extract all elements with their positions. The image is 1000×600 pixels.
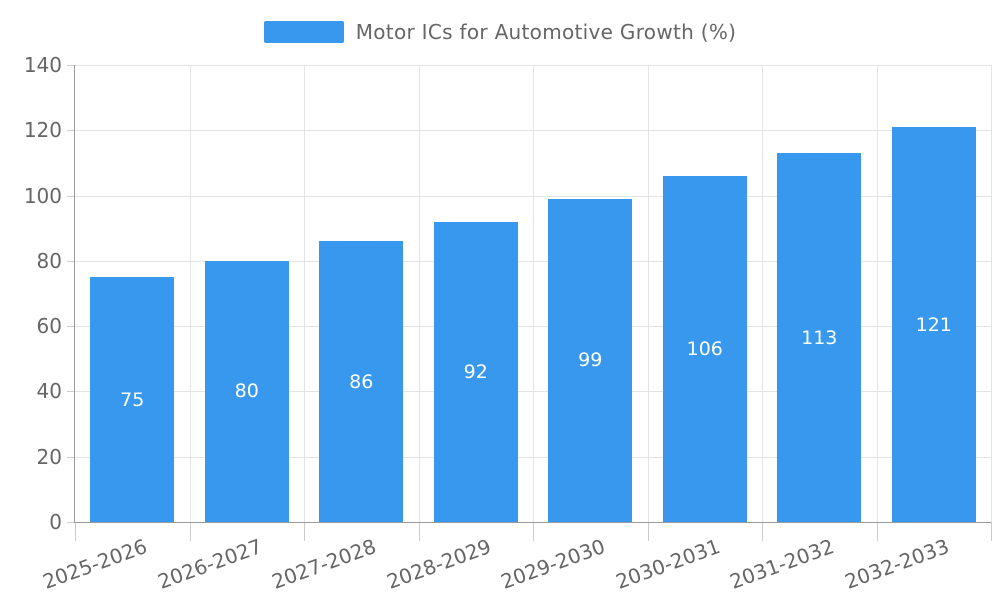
- x-axis-tick: [991, 522, 992, 541]
- y-axis-tick: [67, 522, 75, 523]
- y-axis-label: 140: [23, 53, 62, 77]
- chart-legend[interactable]: Motor ICs for Automotive Growth (%): [0, 21, 1000, 43]
- x-gridline: [304, 65, 305, 522]
- x-axis-line: [74, 522, 991, 523]
- bar-value-label: 92: [463, 360, 488, 383]
- bar-value-label: 86: [349, 370, 374, 393]
- bar-value-label: 106: [686, 337, 723, 360]
- x-axis-label-anchor: 2026-2027: [17, 534, 265, 594]
- legend-label[interactable]: Motor ICs for Automotive Growth (%): [355, 20, 737, 44]
- x-gridline: [762, 65, 763, 522]
- bar-value-label: 113: [801, 326, 838, 349]
- x-axis-label-anchor: 2025-2026: [0, 534, 151, 594]
- x-axis-tick: [189, 522, 191, 541]
- y-axis-tick: [67, 456, 75, 458]
- x-axis-tick: [75, 522, 76, 541]
- x-axis-tick: [418, 522, 420, 541]
- x-axis-tick: [647, 522, 649, 541]
- bar-value-label: 75: [120, 388, 145, 411]
- x-axis-label: 2027-2028: [268, 534, 380, 594]
- bar-value-label: 80: [234, 380, 259, 403]
- x-gridline: [876, 65, 878, 522]
- x-axis-label: 2025-2026: [39, 534, 151, 594]
- x-axis-label: 2030-2031: [612, 534, 723, 594]
- bar[interactable]: 86: [319, 241, 404, 522]
- x-gridline: [189, 65, 191, 522]
- x-gridline: [991, 65, 992, 522]
- x-axis-label: 2031-2032: [726, 534, 838, 594]
- x-gridline: [418, 65, 420, 522]
- y-axis-label: 60: [36, 314, 62, 339]
- y-axis-label: 100: [23, 183, 62, 208]
- legend-swatch[interactable]: [263, 21, 344, 43]
- bar[interactable]: 106: [662, 175, 747, 522]
- bar[interactable]: 99: [548, 198, 633, 522]
- y-axis-line: [74, 65, 75, 523]
- y-axis-tick: [67, 65, 75, 66]
- x-axis-label-anchor: 2030-2031: [475, 534, 723, 594]
- y-axis-label: 20: [36, 444, 62, 469]
- x-axis-tick: [762, 522, 763, 541]
- bar[interactable]: 75: [90, 277, 175, 522]
- x-axis-label-anchor: 2027-2028: [131, 534, 380, 594]
- y-axis-tick: [67, 260, 75, 262]
- bar[interactable]: 92: [433, 221, 518, 522]
- y-axis-label: 80: [36, 248, 62, 273]
- x-axis-label-anchor: 2029-2030: [360, 534, 609, 594]
- bar-value-label: 121: [915, 313, 952, 336]
- x-axis-label-anchor: 2031-2032: [589, 534, 838, 594]
- x-gridline: [533, 65, 534, 522]
- x-axis-tick: [304, 522, 305, 541]
- x-axis-tick: [876, 522, 878, 541]
- y-axis-tick: [67, 326, 75, 328]
- x-axis-label-anchor: 2032-2033: [704, 534, 952, 594]
- x-gridline: [647, 65, 649, 522]
- x-axis-label: 2028-2029: [383, 534, 494, 594]
- y-axis-label: 0: [49, 510, 62, 534]
- y-axis-tick: [67, 391, 75, 393]
- x-axis-label: 2032-2033: [841, 534, 952, 594]
- bar[interactable]: 113: [777, 153, 862, 522]
- y-axis-tick: [67, 195, 75, 197]
- bar-value-label: 99: [578, 349, 603, 372]
- x-axis-label-anchor: 2028-2029: [246, 534, 494, 594]
- y-axis-tick: [67, 130, 75, 132]
- x-axis-label: 2026-2027: [154, 534, 265, 594]
- x-axis-label: 2029-2030: [497, 534, 609, 594]
- x-axis-tick: [533, 522, 534, 541]
- bar[interactable]: 121: [891, 127, 976, 522]
- y-axis-label: 40: [36, 379, 62, 404]
- y-axis-label: 120: [23, 118, 62, 143]
- bar[interactable]: 80: [204, 260, 289, 522]
